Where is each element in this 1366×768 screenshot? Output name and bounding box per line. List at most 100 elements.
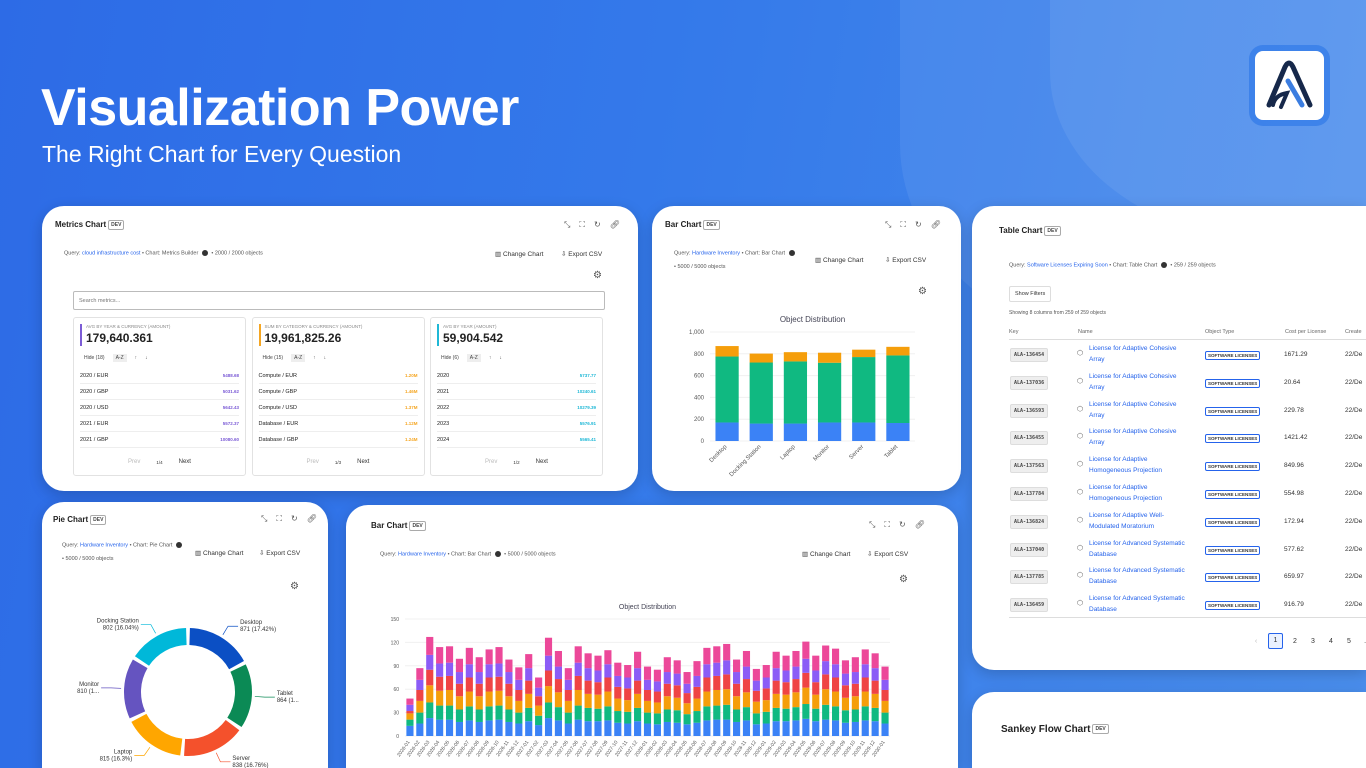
bar-segment[interactable] (663, 657, 671, 673)
bar-segment[interactable] (574, 705, 582, 720)
bar-segment[interactable] (445, 689, 454, 706)
bar-segment[interactable] (861, 677, 869, 692)
bar-segment[interactable] (851, 709, 859, 722)
bar-segment[interactable] (752, 680, 760, 691)
bar-segment[interactable] (624, 665, 632, 678)
name-link[interactable]: License for Adaptive Homogeneous Project… (1089, 456, 1162, 475)
bar-segment[interactable] (782, 721, 790, 736)
key-badge[interactable]: ALA-136593 (1010, 403, 1049, 418)
bar-segment[interactable] (426, 669, 434, 686)
bar-segment[interactable] (445, 662, 454, 676)
bar-segment[interactable] (653, 691, 661, 703)
key-badge[interactable]: ALA-137036 (1010, 375, 1049, 390)
export-csv-button[interactable]: ⇩ Export CSV (885, 257, 927, 264)
column-header-created[interactable]: Create (1345, 329, 1362, 335)
bar-segment[interactable] (525, 654, 533, 669)
bar-segment[interactable] (703, 706, 711, 721)
bar-segment[interactable] (817, 362, 842, 423)
key-badge[interactable]: ALA-137563 (1010, 459, 1049, 474)
bar-segment[interactable] (643, 689, 652, 701)
bar-segment[interactable] (782, 670, 790, 683)
pie-slice[interactable] (134, 628, 187, 666)
bar-segment[interactable] (604, 650, 612, 665)
bar-segment[interactable] (564, 668, 572, 680)
bar-segment[interactable] (535, 725, 543, 736)
bar-segment[interactable] (742, 679, 751, 693)
bar-segment[interactable] (525, 668, 533, 681)
bar-segment[interactable] (535, 696, 543, 706)
bar-segment[interactable] (465, 677, 473, 692)
bar-segment[interactable] (802, 658, 810, 673)
bar-segment[interactable] (871, 721, 879, 736)
bar-segment[interactable] (505, 709, 513, 722)
bar-segment[interactable] (465, 664, 473, 678)
bar-segment[interactable] (762, 700, 770, 712)
bar-segment[interactable] (604, 691, 612, 707)
change-chart-button[interactable]: ▥ Change Chart (815, 257, 864, 264)
bar-segment[interactable] (624, 711, 632, 724)
page-button[interactable]: 5 (1347, 637, 1351, 645)
bar-segment[interactable] (881, 666, 889, 680)
bar-segment[interactable] (831, 664, 840, 678)
bar-segment[interactable] (802, 718, 810, 736)
settings-gear-icon[interactable]: ⚙ (290, 581, 299, 592)
bar-segment[interactable] (851, 657, 859, 673)
bar-segment[interactable] (683, 724, 691, 736)
bar-segment[interactable] (574, 719, 582, 736)
bar-segment[interactable] (653, 669, 661, 682)
bar-segment[interactable] (861, 691, 869, 707)
bar-segment[interactable] (416, 679, 424, 690)
key-badge[interactable]: ALA-137785 (1010, 570, 1049, 585)
bar-segment[interactable] (475, 709, 483, 722)
bar-segment[interactable] (831, 720, 840, 736)
bar-segment[interactable] (554, 720, 562, 736)
bar-segment[interactable] (881, 712, 889, 724)
bar-segment[interactable] (673, 697, 681, 711)
bar-segment[interactable] (713, 646, 721, 663)
name-link[interactable]: License for Advanced Systematic Database (1089, 595, 1185, 614)
bar-segment[interactable] (812, 670, 820, 683)
show-filters-button[interactable]: Show Filters (1009, 286, 1052, 302)
bar-segment[interactable] (673, 722, 681, 736)
bar-segment[interactable] (861, 706, 869, 721)
bar-segment[interactable] (495, 719, 503, 736)
bar-segment[interactable] (653, 713, 661, 725)
bar-segment[interactable] (515, 667, 523, 680)
bar-segment[interactable] (554, 679, 562, 693)
bar-segment[interactable] (861, 720, 869, 736)
query-link[interactable]: cloud infrastructure cost (82, 250, 141, 257)
bar-segment[interactable] (715, 356, 739, 423)
bar-segment[interactable] (505, 672, 513, 684)
bar-segment[interactable] (544, 702, 553, 719)
name-link[interactable]: License for Adaptive Cohesive Array (1089, 400, 1177, 419)
bar-segment[interactable] (525, 707, 533, 722)
bar-segment[interactable] (861, 664, 869, 678)
bar-segment[interactable] (812, 682, 820, 695)
query-link[interactable]: Software Licenses Expiring Soon (1027, 262, 1108, 269)
bar-segment[interactable] (871, 693, 879, 708)
bar-segment[interactable] (871, 707, 879, 722)
bar-segment[interactable] (485, 677, 493, 692)
bar-segment[interactable] (733, 696, 741, 710)
bar-segment[interactable] (742, 666, 751, 680)
bar-segment[interactable] (703, 691, 711, 707)
bar-segment[interactable] (723, 674, 731, 690)
bar-segment[interactable] (653, 724, 661, 736)
bar-segment[interactable] (485, 706, 493, 721)
bar-segment[interactable] (643, 666, 652, 680)
sort-desc-icon[interactable]: ↓ (145, 355, 148, 361)
bar-segment[interactable] (772, 668, 780, 681)
bar-segment[interactable] (564, 723, 572, 736)
bar-segment[interactable] (554, 692, 562, 708)
bar-segment[interactable] (762, 723, 770, 736)
bar-segment[interactable] (416, 668, 424, 680)
bar-segment[interactable] (792, 707, 800, 721)
bar-segment[interactable] (693, 686, 701, 699)
export-csv-button[interactable]: ⇩ Export CSV (561, 251, 603, 258)
bar-segment[interactable] (817, 352, 842, 363)
fullscreen-icon[interactable]: ⛶ (276, 514, 283, 523)
bar-segment[interactable] (673, 660, 681, 674)
bar-segment[interactable] (436, 719, 444, 736)
bar-segment[interactable] (831, 706, 840, 721)
bar-segment[interactable] (663, 672, 671, 684)
